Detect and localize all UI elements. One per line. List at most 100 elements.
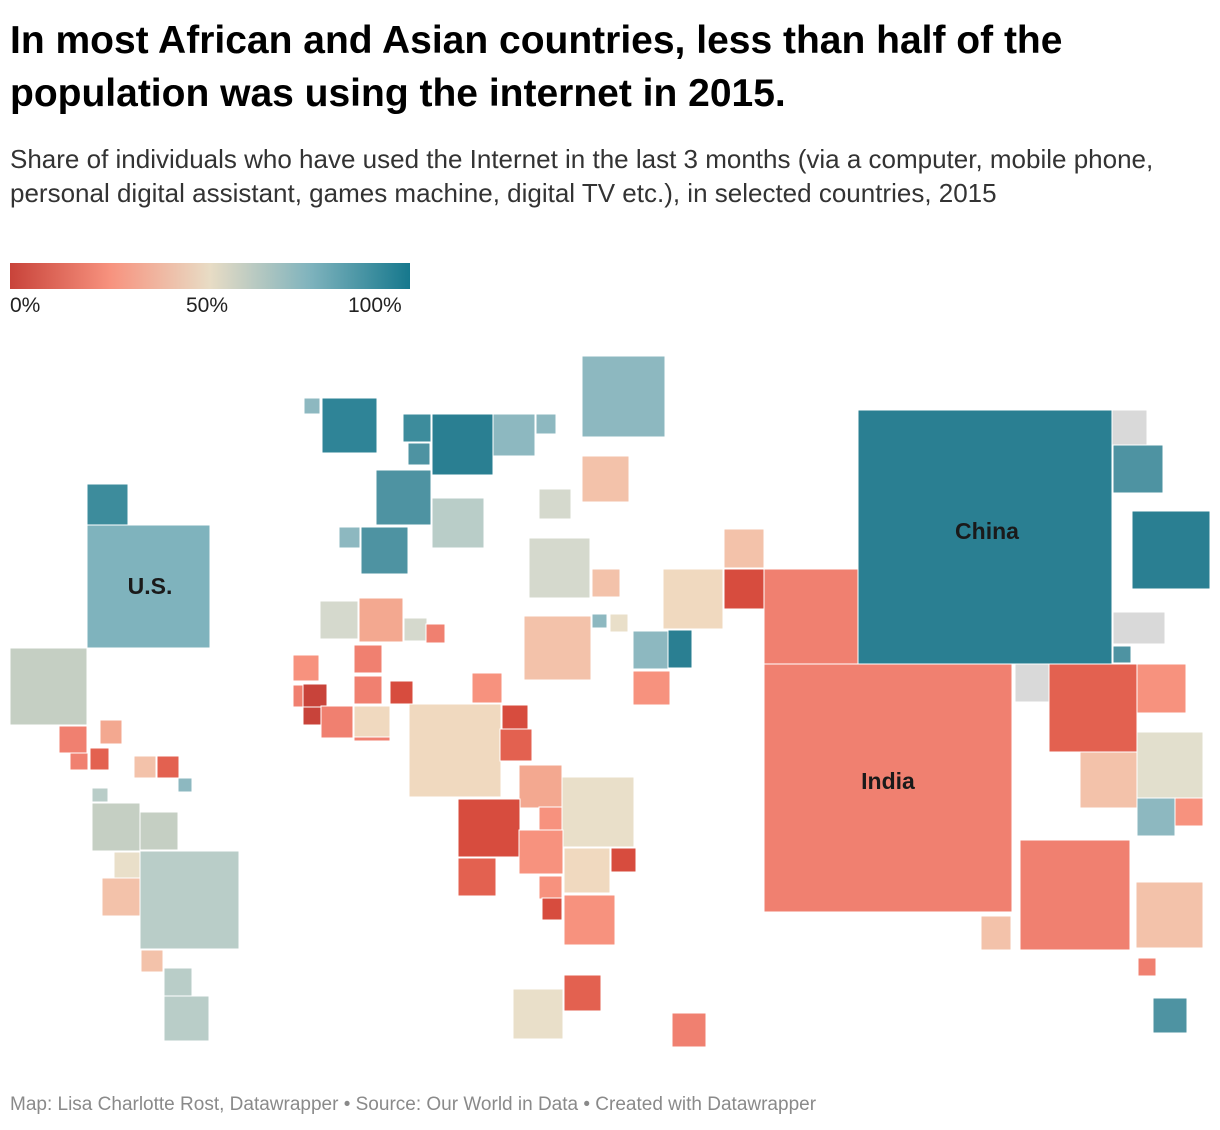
country-tile[interactable] <box>177 777 193 793</box>
country-tile[interactable] <box>1136 663 1187 714</box>
country-tile[interactable] <box>980 915 1012 951</box>
country-tile[interactable] <box>671 1012 707 1048</box>
country-tile[interactable] <box>156 755 180 779</box>
country-tile[interactable] <box>113 851 141 879</box>
country-tile[interactable] <box>528 537 591 599</box>
country-tile[interactable] <box>1136 731 1204 799</box>
country-tile[interactable] <box>69 752 89 771</box>
country-tile[interactable] <box>535 413 557 435</box>
country-tile[interactable] <box>857 409 1113 665</box>
country-tile[interactable] <box>723 568 765 610</box>
country-tile[interactable] <box>1174 797 1204 827</box>
country-tile[interactable] <box>457 798 521 858</box>
country-tile[interactable] <box>1135 881 1204 949</box>
country-tile[interactable] <box>408 703 502 798</box>
country-tile[interactable] <box>319 600 359 640</box>
country-tile[interactable] <box>1137 957 1157 977</box>
country-tile[interactable] <box>512 988 564 1040</box>
country-tile[interactable] <box>163 995 210 1042</box>
country-tile[interactable] <box>662 568 724 630</box>
country-tile[interactable] <box>140 949 164 973</box>
country-tile[interactable] <box>499 728 533 762</box>
country-tile[interactable] <box>471 672 503 704</box>
country-tile[interactable] <box>353 644 383 674</box>
country-tile[interactable] <box>9 647 88 726</box>
country-tile[interactable] <box>321 397 378 454</box>
country-tile[interactable] <box>389 680 414 705</box>
country-tile[interactable] <box>1112 645 1132 664</box>
country-tile[interactable] <box>518 764 563 809</box>
country-tile[interactable] <box>292 654 320 682</box>
country-tile[interactable] <box>457 857 497 897</box>
country-tile[interactable] <box>91 787 109 803</box>
country-tile[interactable] <box>320 705 354 739</box>
country-tile[interactable] <box>402 413 432 443</box>
country-tile[interactable] <box>1048 663 1138 753</box>
country-tile[interactable] <box>1152 997 1188 1034</box>
country-tile[interactable] <box>610 847 637 873</box>
country-tile[interactable] <box>86 483 129 526</box>
country-tile[interactable] <box>667 629 693 669</box>
country-tile[interactable] <box>723 528 765 569</box>
country-tile[interactable] <box>58 725 88 754</box>
country-tile[interactable] <box>425 623 446 644</box>
country-tile[interactable] <box>1112 611 1166 645</box>
country-tile[interactable] <box>302 706 322 726</box>
country-tile[interactable] <box>375 469 432 526</box>
chart-title: In most African and Asian countries, les… <box>10 19 1063 115</box>
country-tile[interactable] <box>632 630 672 670</box>
country-tile[interactable] <box>91 802 141 852</box>
country-tile[interactable] <box>763 663 1013 913</box>
country-tile[interactable] <box>581 355 666 438</box>
country-tile[interactable] <box>353 675 383 705</box>
color-legend-bar <box>10 263 410 289</box>
country-tile[interactable] <box>763 568 859 665</box>
country-tile[interactable] <box>518 829 564 875</box>
country-tile[interactable] <box>353 736 391 742</box>
country-tile[interactable] <box>1131 510 1211 590</box>
country-tile[interactable] <box>538 488 572 520</box>
country-tile[interactable] <box>139 811 179 851</box>
country-tile[interactable] <box>541 897 563 921</box>
country-tile[interactable] <box>538 875 563 900</box>
country-tile[interactable] <box>492 413 536 457</box>
country-tile[interactable] <box>1136 797 1176 837</box>
country-tile[interactable] <box>561 776 635 848</box>
country-tile[interactable] <box>99 719 123 745</box>
country-tile[interactable] <box>163 967 193 997</box>
country-tile[interactable] <box>360 526 409 575</box>
country-tile[interactable] <box>581 455 630 503</box>
country-tile[interactable] <box>303 397 321 415</box>
country-tile[interactable] <box>1112 444 1164 494</box>
country-tile[interactable] <box>501 704 529 732</box>
country-tile[interactable] <box>353 705 391 743</box>
country-tile[interactable] <box>403 617 428 642</box>
country-tile[interactable] <box>523 615 592 681</box>
country-tile[interactable] <box>101 877 141 917</box>
country-tile[interactable] <box>1111 409 1148 446</box>
country-tile[interactable] <box>431 497 485 549</box>
label-us: U.S. <box>128 573 173 599</box>
country-tile[interactable] <box>338 526 361 549</box>
country-tile[interactable] <box>407 442 431 466</box>
label-china: China <box>955 518 1019 544</box>
country-tile[interactable] <box>1014 663 1050 703</box>
chart-subtitle: Share of individuals who have used the I… <box>10 144 1154 208</box>
country-tile[interactable] <box>358 597 404 643</box>
country-tile[interactable] <box>89 747 110 771</box>
country-tile[interactable] <box>591 613 608 629</box>
country-tile[interactable] <box>1019 839 1131 951</box>
country-tile[interactable] <box>139 850 240 950</box>
country-tile[interactable] <box>563 974 602 1012</box>
country-tile[interactable] <box>302 683 328 709</box>
country-tile[interactable] <box>431 413 494 476</box>
country-tile[interactable] <box>538 806 563 831</box>
country-tile[interactable] <box>632 670 671 706</box>
country-tile[interactable] <box>133 755 157 779</box>
country-tile[interactable] <box>591 568 621 598</box>
country-tile[interactable] <box>563 894 616 946</box>
country-tile[interactable] <box>609 613 629 633</box>
country-tile[interactable] <box>1079 751 1138 809</box>
country-tile[interactable] <box>86 524 211 649</box>
country-tile[interactable] <box>563 847 611 894</box>
